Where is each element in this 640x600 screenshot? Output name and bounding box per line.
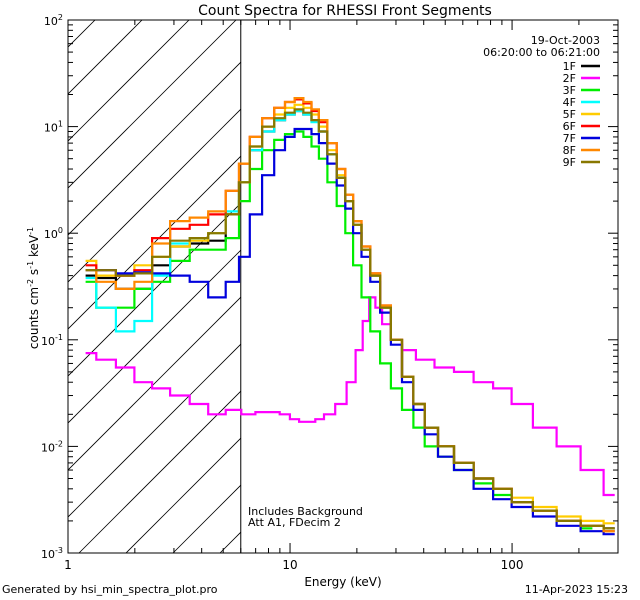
hatch-line xyxy=(68,296,241,471)
legend-label-7f: 7F xyxy=(563,132,576,145)
y-tick-label: 102 xyxy=(44,13,63,28)
hatch-line xyxy=(68,155,241,330)
series-2f xyxy=(85,296,615,497)
legend-label-6f: 6F xyxy=(563,120,576,133)
hatch-line xyxy=(68,20,143,95)
axes: 1 10 100 10-3 10-2 10-1 100 101 102 xyxy=(41,13,619,572)
y-tick-label: 100 xyxy=(44,226,63,241)
chart-title: Count Spectra for RHESSI Front Segments xyxy=(198,3,492,19)
series-7f xyxy=(85,127,615,536)
legend-label-4f: 4F xyxy=(563,96,576,109)
legend-label-1f: 1F xyxy=(563,60,576,73)
background-note: Includes Background xyxy=(248,505,363,518)
legend-label-2f: 2F xyxy=(563,72,576,85)
y-tick-label: 101 xyxy=(44,120,63,135)
hatch-line xyxy=(68,20,237,189)
y-axis-label: counts cm-2 s-1 keV-1 xyxy=(26,227,41,349)
hatch-line xyxy=(68,20,190,142)
legend-label-9f: 9F xyxy=(563,156,576,169)
series-layer xyxy=(85,97,615,536)
hatch-line xyxy=(68,202,241,377)
y-tick-label: 10-3 xyxy=(41,546,63,561)
time-range-label: 06:20:00 to 06:21:00 xyxy=(483,46,600,59)
y-tick-label: 10-1 xyxy=(41,333,63,348)
legend-label-8f: 8F xyxy=(563,144,576,157)
hatched-region xyxy=(68,20,241,553)
x-tick-label: 100 xyxy=(501,558,524,572)
plot-frame xyxy=(67,19,619,554)
hatch-line xyxy=(68,108,241,283)
series-9f xyxy=(85,108,615,530)
x-tick-label: 10 xyxy=(282,558,297,572)
timestamp-footer: 11-Apr-2023 15:23 xyxy=(524,583,628,596)
legend-label-5f: 5F xyxy=(563,108,576,121)
x-axis-label: Energy (keV) xyxy=(304,575,381,589)
hatch-line xyxy=(125,437,241,553)
y-tick-label: 10-2 xyxy=(41,439,63,454)
generator-footer: Generated by hsi_min_spectra_plot.pro xyxy=(2,583,218,596)
x-tick-label: 1 xyxy=(64,558,72,572)
hatch-line xyxy=(68,249,241,424)
hatch-line xyxy=(68,343,241,518)
legend-label-3f: 3F xyxy=(563,84,576,97)
hatch-line xyxy=(78,390,241,553)
attenuator-note: Att A1, FDecim 2 xyxy=(248,516,341,529)
date-label: 19-Oct-2003 xyxy=(531,34,600,47)
